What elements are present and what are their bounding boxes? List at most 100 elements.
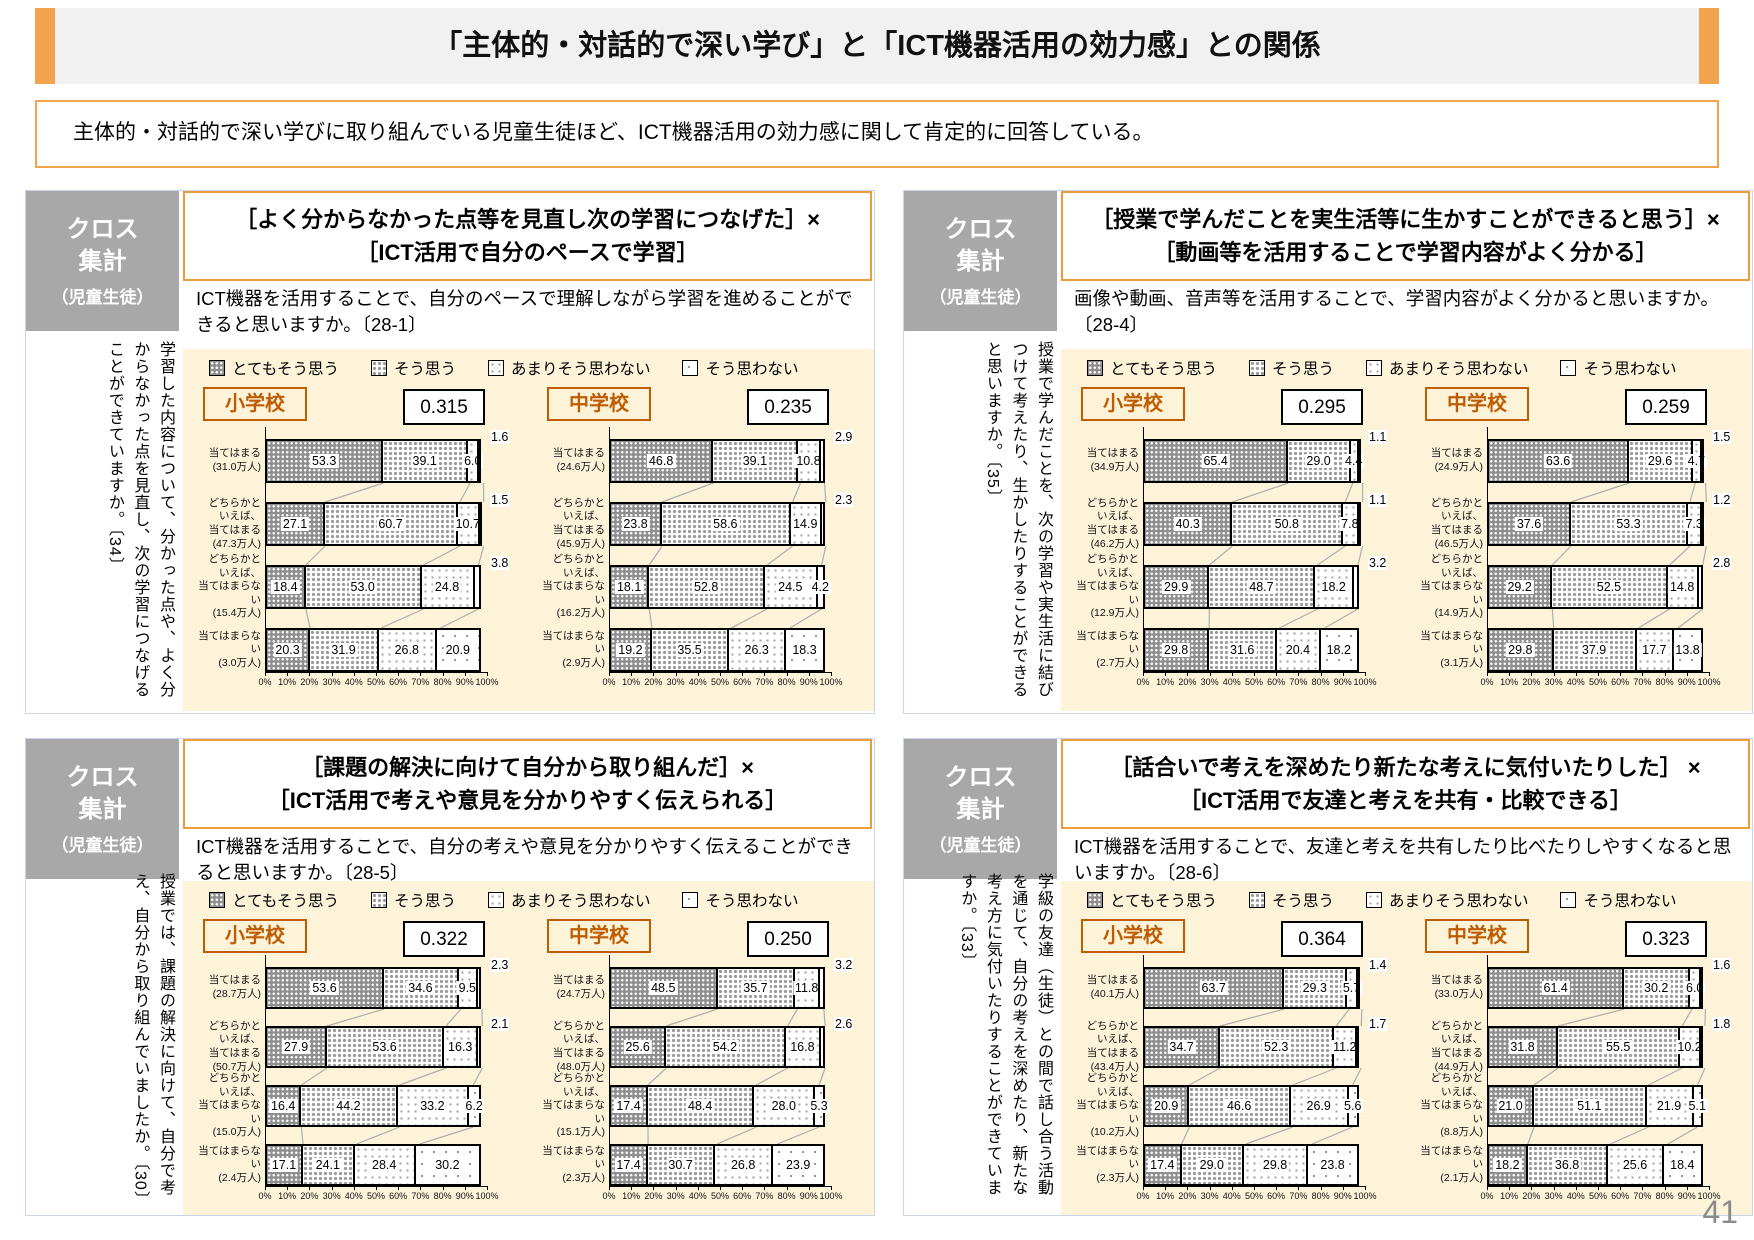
school-label: 小学校: [203, 919, 307, 953]
segment-strongly-agree: 34.7: [1143, 1026, 1221, 1068]
chart-area: とてもそう思う そう思う あまりそう思わない そう思わない 小学校 0.322 0% 10% 2…: [183, 881, 874, 1215]
bar-value: 33.2: [418, 1099, 447, 1113]
x-axis-tick-label: 20%: [1178, 1191, 1197, 1201]
bar-row: 53.3 39.1 6.0: [265, 439, 487, 483]
chart-elementary: 小学校 0.322 0% 10% 20% 30% 40% 50% 60% 70% 80% 90% 100…: [191, 917, 529, 1211]
x-axis-tick-label: 20%: [644, 677, 663, 687]
row-label: 当てはまらない (2.4万人): [198, 1144, 261, 1184]
bar-value: 10.8: [794, 454, 823, 468]
school-label: 小学校: [203, 387, 307, 421]
cross-tab-badge-label: クロス 集計: [944, 216, 1017, 275]
segment-somewhat-disagree: 10.8: [794, 439, 823, 483]
x-axis-tick-label: 100%: [1353, 1191, 1377, 1201]
cross-tab-badge: クロス 集計 （児童生徒）: [26, 739, 179, 879]
bar-value: 29.8: [1506, 643, 1535, 657]
cross-tab-badge-label: クロス 集計: [66, 216, 139, 275]
row-label: どちらかと いえば、 当てはまらない (12.9万人): [1076, 552, 1139, 620]
bar-value-outside: 2.6: [834, 1017, 854, 1031]
segment-strongly-agree: 31.8: [1487, 1026, 1559, 1068]
bar-value: 35.7: [741, 981, 770, 995]
bar-value: 26.8: [728, 1158, 758, 1172]
bar-value: 50.8: [1272, 517, 1301, 531]
bar-value: 46.8: [646, 454, 676, 468]
x-axis-tick: [831, 1186, 832, 1190]
bar-value: 31.9: [329, 643, 358, 657]
x-axis-tick-label: 10%: [1500, 1191, 1519, 1201]
x-axis-tick: [1320, 672, 1322, 676]
bar-row: 18.2 36.8 25.6 18.4: [1487, 1144, 1709, 1186]
segment-agree: 30.2: [1622, 967, 1690, 1009]
bar-value: 52.3: [1262, 1040, 1291, 1054]
bar-value-outside: 1.2: [1712, 493, 1732, 507]
row-label: どちらかと いえば、 当てはまらない (10.2万人): [1076, 1071, 1139, 1139]
panel-question: ICT機器を活用することで、自分の考えや意見を分かりやすく伝えることができると思…: [196, 836, 853, 883]
y-axis-line: [1143, 427, 1144, 672]
x-axis-tick: [808, 672, 810, 676]
x-axis-tick-label: 30%: [322, 1191, 341, 1201]
bar-row: 61.4 30.2 6.0: [1487, 967, 1709, 1009]
x-axis-tick-label: 60%: [1267, 1191, 1286, 1201]
segment-strongly-agree: 61.4: [1487, 967, 1625, 1009]
x-axis-tick-label: 90%: [455, 1191, 474, 1201]
x-axis-tick: [653, 1186, 655, 1190]
bar-value: 30.7: [666, 1158, 695, 1172]
segment-agree: 24.1: [301, 1144, 355, 1186]
x-axis-tick: [420, 672, 422, 676]
segment-disagree: 4.2: [809, 565, 831, 609]
row-label: 当てはまる (34.9万人): [1086, 447, 1139, 473]
x-axis-tick-label: 70%: [755, 677, 774, 687]
segment-strongly-agree: 18.2: [1487, 1144, 1528, 1186]
segment-somewhat-disagree: 26.8: [713, 1144, 774, 1186]
cross-tab-badge: クロス 集計 （児童生徒）: [904, 191, 1057, 331]
page-number: 41: [1702, 1194, 1738, 1230]
x-axis-tick-label: 80%: [433, 1191, 452, 1201]
x-axis-tick-label: 0%: [258, 677, 272, 687]
cross-tab-badge-label: クロス 集計: [944, 764, 1017, 823]
x-axis-tick-label: 100%: [819, 677, 843, 687]
school-label: 中学校: [1425, 387, 1529, 421]
panel-side-question: 授業で学んだことを、次の学習や実生活に結びつけて考えたり、生かしたりすることがで…: [983, 341, 1052, 698]
bar-value: 17.4: [614, 1099, 643, 1113]
segment-somewhat-disagree: 26.8: [376, 628, 437, 672]
bar-value: 18.2: [1319, 580, 1348, 594]
x-axis-tick: [631, 1186, 633, 1190]
school-label: 小学校: [1081, 919, 1185, 953]
row-label: どちらかと いえば、 当てはまる (43.4万人): [1086, 1019, 1140, 1073]
segment-agree: 37.9: [1551, 628, 1637, 672]
segment-strongly-agree: 63.7: [1143, 967, 1285, 1009]
row-label: 当てはまらない (2.3万人): [542, 1144, 605, 1184]
legend-label: とてもそう思う: [1110, 893, 1217, 910]
legend-item: とてもそう思う: [1087, 357, 1217, 379]
segment-strongly-agree: 53.3: [265, 439, 384, 483]
bar-row: 20.3 31.9 26.8 20.9: [265, 628, 487, 672]
segment-agree: 54.2: [664, 1026, 786, 1068]
bar-value: 10.7: [453, 517, 482, 531]
segment-disagree: 5.1: [1686, 1085, 1708, 1127]
bar-value: 18.2: [1493, 1158, 1522, 1172]
segment-strongly-agree: 27.1: [265, 502, 326, 546]
segment-agree: 52.5: [1550, 565, 1668, 609]
segment-somewhat-disagree: 24.5: [763, 565, 818, 609]
x-axis-tick-label: 30%: [666, 1191, 685, 1201]
x-axis-tick-label: 60%: [389, 1191, 408, 1201]
bar-value: 34.7: [1167, 1040, 1196, 1054]
school-label: 中学校: [1425, 919, 1529, 953]
bar-row: 27.1 60.7 10.7: [265, 502, 487, 546]
segment-disagree: 23.9: [771, 1144, 825, 1186]
y-axis-line: [609, 427, 610, 672]
bar-value: 18.1: [614, 580, 644, 594]
bar-value: 29.2: [1505, 580, 1534, 594]
legend-swatch-0: [1087, 360, 1103, 376]
x-axis-tick: [1575, 672, 1577, 676]
segment-agree: 29.6: [1627, 439, 1694, 483]
segment-strongly-agree: 17.4: [609, 1085, 648, 1127]
y-axis-line: [1487, 427, 1488, 672]
bar-value: 23.8: [1318, 1158, 1347, 1172]
x-axis-tick: [764, 672, 766, 676]
segment-agree: 29.0: [1286, 439, 1351, 483]
legend-label: あまりそう思わない: [1388, 361, 1529, 378]
bar-value: 18.4: [271, 580, 300, 594]
segment-strongly-agree: 29.8: [1487, 628, 1554, 672]
correlation-value: 0.322: [403, 921, 485, 957]
segment-agree: 53.3: [1568, 502, 1688, 546]
